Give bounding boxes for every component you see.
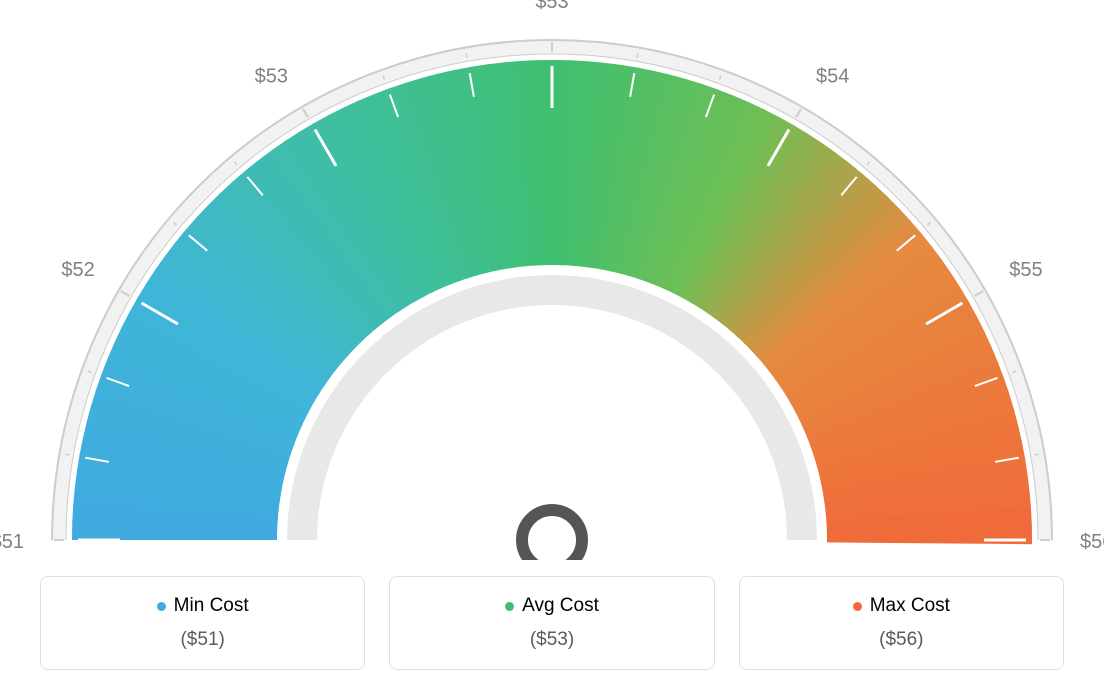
legend-dot-max bbox=[853, 602, 862, 611]
legend-row: Min Cost ($51) Avg Cost ($53) Max Cost (… bbox=[40, 576, 1064, 670]
svg-text:$51: $51 bbox=[0, 531, 24, 553]
gauge-svg: $51 $52 $53 $53 $54 $55 $56 bbox=[0, 0, 1104, 560]
legend-label-min: Min Cost bbox=[53, 595, 352, 617]
legend-box-avg: Avg Cost ($53) bbox=[389, 576, 714, 670]
legend-text-max: Max Cost bbox=[870, 595, 950, 617]
legend-text-avg: Avg Cost bbox=[522, 595, 599, 617]
legend-label-max: Max Cost bbox=[752, 595, 1051, 617]
svg-text:$54: $54 bbox=[816, 66, 849, 88]
legend-dot-min bbox=[157, 602, 166, 611]
legend-dot-avg bbox=[505, 602, 514, 611]
svg-text:$53: $53 bbox=[535, 0, 568, 13]
svg-text:$52: $52 bbox=[61, 259, 94, 281]
legend-box-max: Max Cost ($56) bbox=[739, 576, 1064, 670]
cost-gauge-chart: $51 $52 $53 $53 $54 $55 $56 bbox=[0, 0, 1104, 560]
svg-text:$55: $55 bbox=[1009, 259, 1042, 281]
svg-text:$53: $53 bbox=[255, 66, 288, 88]
svg-text:$56: $56 bbox=[1080, 531, 1104, 553]
legend-value-avg: ($53) bbox=[402, 629, 701, 651]
legend-box-min: Min Cost ($51) bbox=[40, 576, 365, 670]
legend-value-max: ($56) bbox=[752, 629, 1051, 651]
legend-value-min: ($51) bbox=[53, 629, 352, 651]
legend-text-min: Min Cost bbox=[174, 595, 249, 617]
legend-label-avg: Avg Cost bbox=[402, 595, 701, 617]
